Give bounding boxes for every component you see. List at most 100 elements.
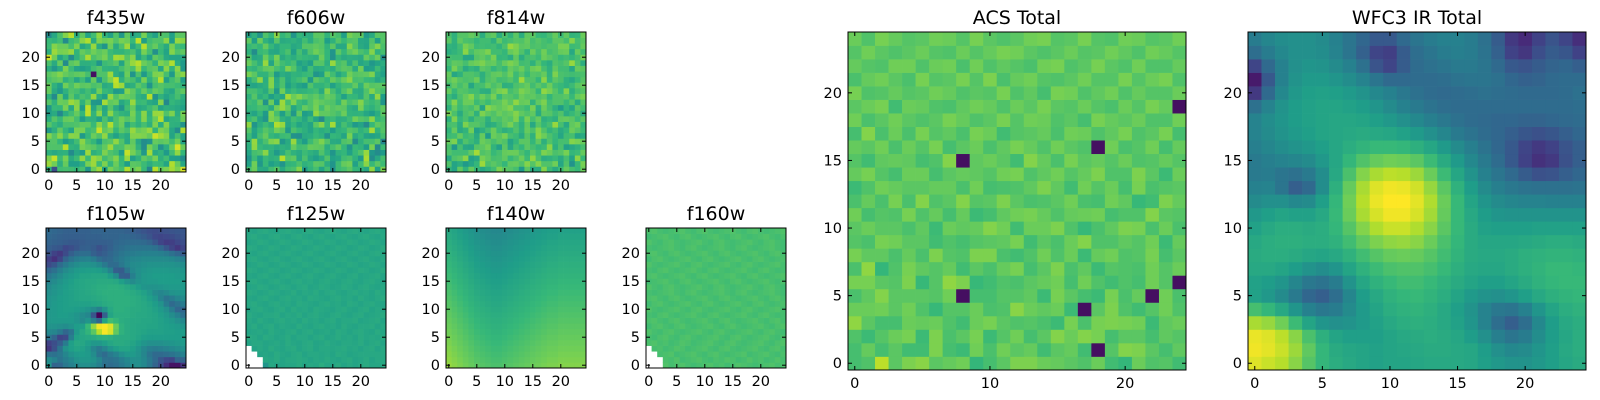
heatmap-cell — [74, 267, 80, 274]
heatmap-cell — [580, 43, 587, 50]
heatmap-cell — [146, 104, 153, 111]
heatmap-cell — [169, 132, 176, 139]
heatmap-cell — [46, 65, 52, 72]
heatmap-cell — [457, 110, 464, 117]
heatmap-cell — [741, 362, 748, 369]
heatmap-cell — [490, 93, 497, 100]
heatmap-cell — [246, 323, 252, 330]
heatmap-cell — [563, 345, 570, 352]
heatmap-cell — [451, 278, 458, 285]
heatmap-cell — [346, 250, 353, 257]
heatmap-cell — [474, 295, 480, 302]
heatmap-cell — [1172, 315, 1187, 330]
heatmap-cell — [1077, 221, 1092, 236]
heatmap-cell — [474, 278, 480, 285]
heatmap-cell — [479, 43, 486, 50]
heatmap-cell — [513, 54, 520, 61]
heatmap-cell — [307, 149, 314, 156]
heatmap-cell — [363, 144, 370, 150]
heatmap-cell — [180, 317, 187, 324]
heatmap-cell — [96, 233, 103, 240]
heatmap-cell — [774, 306, 781, 313]
heatmap-cell — [79, 127, 86, 134]
heatmap-cell — [124, 138, 131, 145]
heatmap-cell — [352, 328, 359, 335]
heatmap-cells — [446, 32, 587, 173]
heatmap-cell — [707, 300, 714, 307]
heatmap-cell — [279, 104, 286, 111]
heatmap-cell — [552, 312, 559, 318]
heatmap-cell — [902, 207, 916, 222]
heatmap-cell — [79, 110, 86, 117]
heatmap-cell — [102, 121, 108, 128]
heatmap-cell — [774, 328, 781, 335]
heatmap-cell — [735, 261, 742, 268]
heatmap-cell — [380, 233, 387, 240]
heatmap-cell — [146, 244, 153, 251]
heatmap-cell — [363, 306, 370, 313]
heatmap-cell — [662, 284, 669, 290]
heatmap-cell — [1118, 153, 1133, 168]
heatmap-cell — [929, 288, 943, 303]
heatmap-cell — [888, 356, 903, 371]
heatmap-cell — [363, 43, 370, 50]
heatmap-cell — [380, 228, 387, 234]
heatmap-cell — [1010, 356, 1025, 371]
heatmap-cell — [730, 356, 736, 363]
heatmap-cell — [290, 76, 297, 83]
heatmap-cell — [507, 144, 514, 150]
heatmap-cell — [124, 289, 131, 296]
heatmap-cell — [769, 300, 776, 307]
heatmap-cell — [358, 356, 364, 363]
heatmap-cell — [507, 32, 514, 38]
heatmap-cell — [713, 300, 720, 307]
heatmap-cell — [685, 328, 692, 335]
heatmap-cell — [713, 239, 720, 246]
heatmap-cell — [451, 284, 458, 290]
heatmap-cell — [246, 104, 252, 111]
heatmap-cell — [107, 267, 114, 274]
heatmap-cell — [1050, 356, 1065, 371]
heatmap-cell — [369, 37, 376, 44]
heatmap-cell — [79, 228, 86, 234]
heatmap-cell — [302, 328, 308, 335]
heatmap-cell — [702, 272, 708, 279]
heatmap-cell — [502, 233, 508, 240]
heatmap-cell — [546, 48, 553, 55]
heatmap-cell — [118, 300, 125, 307]
heatmap-cell — [1050, 194, 1065, 209]
heatmap-cell — [57, 48, 64, 55]
heatmap-cell — [102, 60, 108, 66]
heatmap-cell — [662, 261, 669, 268]
heatmap-cell — [569, 65, 576, 72]
heatmap-cell — [524, 116, 531, 122]
heatmap-cell — [1023, 275, 1038, 290]
heatmap-cell — [1145, 180, 1160, 195]
heatmap-cell — [180, 312, 187, 318]
heatmap-cell — [513, 244, 520, 251]
heatmap-cell — [996, 234, 1011, 249]
heatmap-cell — [451, 37, 458, 44]
heatmap-cell — [662, 244, 669, 251]
heatmap-cell — [1145, 302, 1160, 317]
heatmap-cell — [552, 233, 559, 240]
heatmap-cell — [530, 65, 536, 72]
heatmap-cell — [474, 233, 480, 240]
heatmap-cell — [662, 334, 669, 341]
heatmap-cell — [158, 317, 164, 324]
heatmap-cell — [113, 328, 120, 335]
heatmap-cell — [285, 267, 292, 274]
heatmap-cell — [279, 289, 286, 296]
heatmap-cell — [79, 32, 86, 38]
heatmap-cell — [513, 267, 520, 274]
heatmap-cell — [662, 250, 669, 257]
heatmap-cell — [479, 312, 486, 318]
heatmap-cell — [85, 267, 92, 274]
heatmap-cell — [118, 334, 125, 341]
heatmap-cell — [702, 256, 708, 262]
heatmap-cell — [679, 323, 686, 330]
heatmap-cell — [246, 99, 252, 106]
heatmap-cell — [369, 272, 376, 279]
heatmap-cell — [57, 93, 64, 100]
heatmap-cell — [1023, 194, 1038, 209]
